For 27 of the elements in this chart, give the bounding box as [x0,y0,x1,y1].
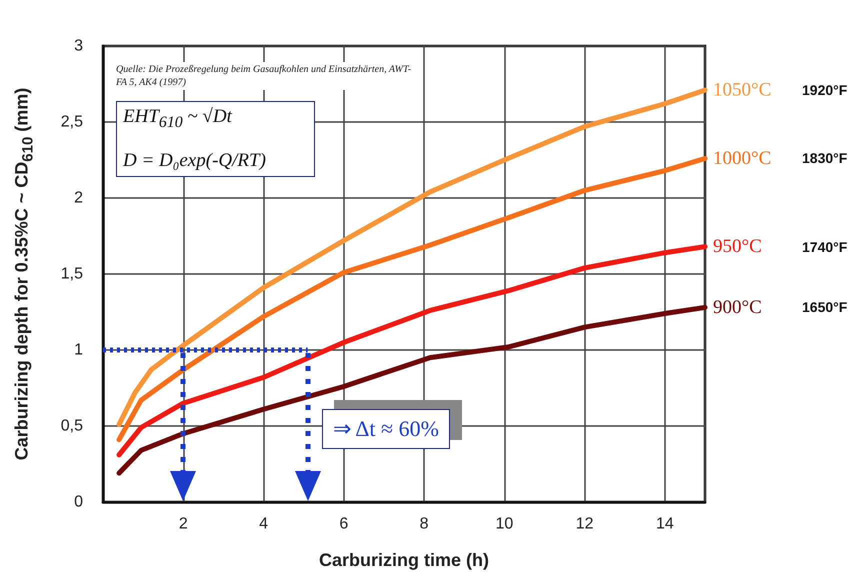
text: 1650°F [802,299,848,316]
annotation: EHT$_{610}$ ~ √Dt [123,106,232,131]
annotation: ⇒ Δt ≈ 60% [322,409,450,449]
x-tick-label: 4 [259,516,268,532]
x-tick-label: 14 [656,516,674,532]
y-tick-label: 3 [74,38,84,54]
y-tick-label: 2,5 [60,114,84,130]
x-tick-label: 2 [178,516,188,532]
y-tick-label: 1 [74,342,84,358]
x-tick-label: 10 [495,516,514,532]
annotation: D = D₀exp(-Q/RT) [123,150,266,171]
y-tick-label: 0,5 [60,418,84,434]
x-tick-label: 12 [576,516,594,532]
series-label: 950°C [713,236,762,258]
y-tick-label: 2 [74,190,84,206]
text: 1920°F [802,82,848,98]
text: 1740°F [802,238,848,255]
series-label: 1000°C [713,148,772,169]
series-label: 900°C [713,296,762,318]
y-tick-label: 0 [74,494,84,510]
y-tick-label: 1,5 [60,266,84,282]
x-tick-label: 6 [339,516,348,532]
text: 1830°F [802,150,848,166]
x-axis-title: Carburizing time (h) [319,550,489,571]
x-tick-label: 8 [420,516,429,532]
series-label: 1050°C [713,80,772,101]
annotation: Quelle: Die Prozeßregelung beim Gasaufkohlen und Einsatzhärten, AWT-FA 5, AK4 (1997) [113,62,419,90]
